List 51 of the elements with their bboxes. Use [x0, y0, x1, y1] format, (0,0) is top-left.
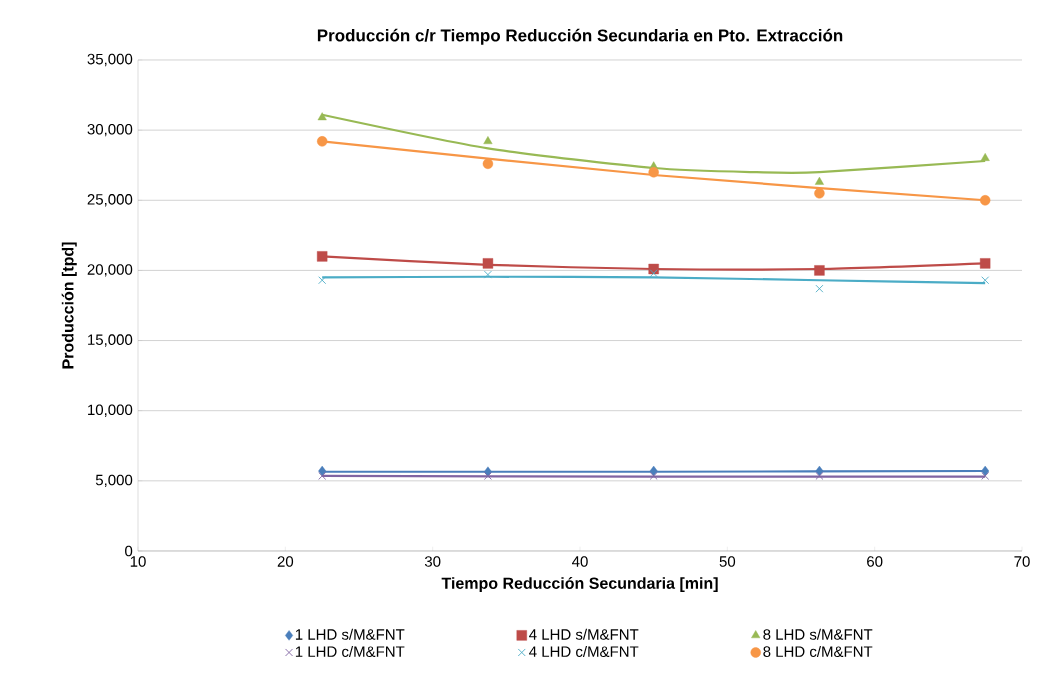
y-tick-label: 20,000	[87, 264, 133, 277]
point	[317, 112, 327, 121]
y-tick-label: 30,000	[87, 123, 133, 137]
y-tick-label: 5,000	[95, 474, 133, 488]
point	[318, 471, 327, 480]
legend-label: 1 LHD c/M&FNT	[295, 645, 405, 657]
x-tick-label: 70	[1014, 556, 1030, 567]
point	[814, 188, 825, 199]
point	[483, 136, 493, 145]
point	[649, 269, 658, 278]
point	[483, 471, 492, 480]
point	[649, 471, 658, 480]
y-axis-title: Producción [tpd]	[61, 242, 77, 369]
point	[981, 465, 990, 477]
chart-title: Producción c/r Tiempo Reducción Secundaria en Pto. Extracción	[317, 28, 843, 45]
point	[980, 153, 990, 161]
point	[649, 465, 658, 477]
point	[979, 258, 991, 269]
point	[482, 158, 494, 169]
y-tick-label: 25,000	[87, 194, 133, 207]
legend-label: 4 LHD c/M&FNT	[529, 645, 639, 657]
point	[483, 270, 492, 279]
legend-label: 1 LHD s/M&FNT	[295, 628, 405, 640]
point	[648, 167, 659, 178]
point	[814, 265, 825, 276]
point	[318, 465, 327, 477]
x-tick-label: 60	[867, 556, 883, 567]
point	[814, 176, 824, 185]
y-tick-label: 10,000	[88, 404, 133, 417]
y-tick-label: 15,000	[88, 334, 133, 347]
y-tick-label: 0	[125, 545, 133, 557]
point	[482, 258, 494, 269]
y-tick-label: 35,000	[87, 53, 133, 67]
point	[815, 471, 824, 480]
x-tick-label: 20	[277, 556, 294, 567]
x-tick-label: 30	[424, 556, 441, 567]
legend-label: 8 LHD c/M&FNT	[763, 645, 873, 657]
point	[318, 276, 327, 285]
point	[981, 276, 990, 285]
x-tick-label: 40	[572, 556, 588, 567]
point	[979, 195, 991, 206]
point	[316, 136, 328, 147]
point	[316, 251, 328, 262]
point	[981, 471, 990, 480]
x-tick-label: 10	[130, 556, 146, 567]
x-tick-label: 50	[719, 556, 736, 567]
x-axis-title: Tiempo Reducción Secundaria [min]	[441, 577, 718, 593]
point	[815, 465, 824, 477]
point	[815, 284, 824, 293]
legend-label: 8 LHD s/M&FNT	[763, 628, 873, 640]
legend-label: 4 LHD s/M&FNT	[529, 628, 639, 640]
